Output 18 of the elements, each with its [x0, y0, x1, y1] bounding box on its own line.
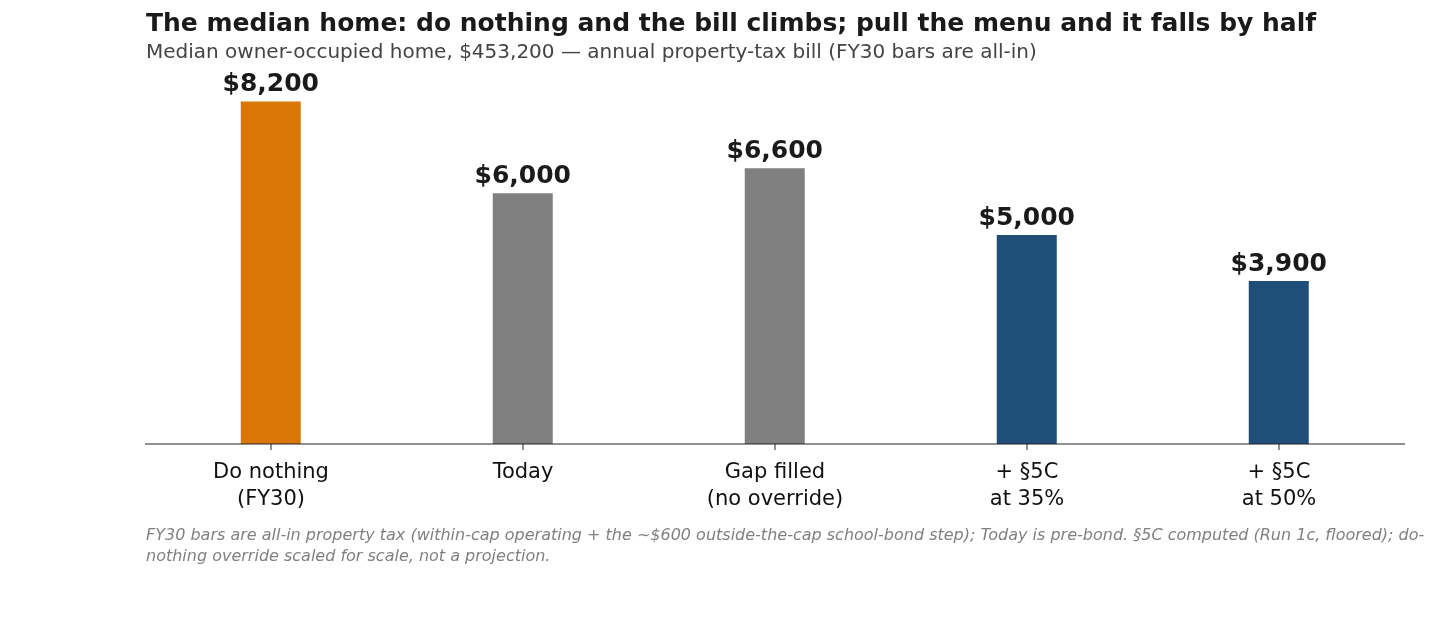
chart-title: The median home: do nothing and the bill climbs; pull the menu and it falls by half — [146, 8, 1318, 38]
data-label: $6,600 — [726, 135, 823, 165]
data-label: $5,000 — [978, 202, 1075, 232]
bar — [744, 168, 805, 444]
bar — [492, 193, 553, 444]
bar — [996, 235, 1057, 444]
data-label: $6,000 — [474, 160, 571, 190]
x-tick-label: Today — [491, 459, 554, 483]
data-label: $8,200 — [222, 68, 319, 98]
text: FY30 bars are all-in property tax (within-cap operating + the ~$600 outside-the-cap school-bond step); Today is pre-bond. §5C computed (Run 1c, floored); do-nothing override scaled for scale, not a projection. — [146, 524, 1426, 566]
bar — [240, 101, 301, 444]
data-label: $3,900 — [1230, 248, 1327, 278]
chart-subtitle: Median owner-occupied home, $453,200 — annual property-tax bill (FY30 bars are all-in) — [146, 38, 1038, 64]
x-tick-label: Gap filled (no override) — [706, 459, 844, 510]
bar — [1248, 281, 1309, 444]
x-tick-label: Do nothing (FY30) — [213, 459, 329, 510]
x-tick-label: + §5C at 50% — [1241, 459, 1317, 510]
x-tick-label: + §5C at 35% — [989, 459, 1065, 510]
